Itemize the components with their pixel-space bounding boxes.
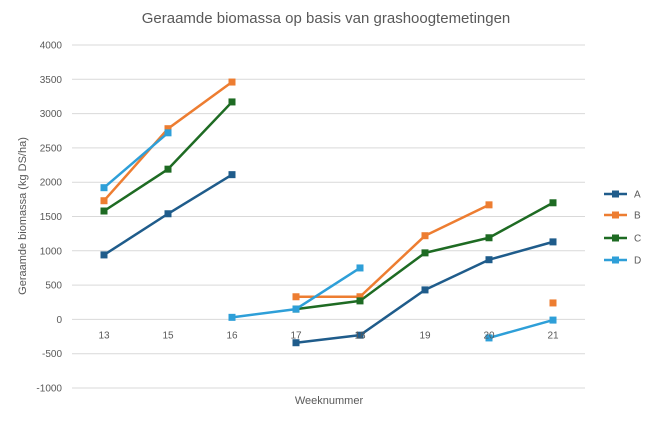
y-tick-label: 3000 xyxy=(40,109,63,120)
data-point-B xyxy=(100,197,108,205)
series-line-A xyxy=(166,173,234,216)
y-axis-ticks: -1000 -500 0 500 1000 1500 2000 2500 3000 3500 400… xyxy=(36,41,62,395)
data-point-B xyxy=(164,125,172,133)
series-line-B xyxy=(423,203,491,237)
data-point-A xyxy=(164,210,172,218)
data-point-C xyxy=(421,249,429,257)
x-axis-ticks: 13 15 16 17 18 19 20 21 xyxy=(98,330,559,341)
series-line-C xyxy=(423,236,491,255)
y-tick-label: -500 xyxy=(42,349,62,360)
y-tick-label: 2000 xyxy=(40,178,63,189)
data-point-D xyxy=(292,305,300,313)
x-tick-label: 19 xyxy=(419,330,431,341)
data-point-B xyxy=(485,201,493,209)
series-line-D xyxy=(487,318,555,340)
legend: AB CD xyxy=(604,190,641,267)
data-point-A xyxy=(485,256,493,264)
series-line-B xyxy=(166,80,234,130)
series-line-A xyxy=(294,333,362,344)
series-line-A xyxy=(423,258,491,292)
series-line-D xyxy=(294,266,362,311)
series-line-C xyxy=(166,100,234,171)
data-point-B xyxy=(292,293,300,301)
series-line-A xyxy=(102,212,170,257)
series-line-C xyxy=(102,167,170,213)
data-point-B xyxy=(549,299,557,307)
x-tick-label: 13 xyxy=(98,330,110,341)
data-point-B xyxy=(356,293,364,301)
x-tick-label: 17 xyxy=(290,330,302,341)
data-point-C xyxy=(549,199,557,207)
data-point-A xyxy=(549,238,557,246)
data-point-D xyxy=(164,129,172,137)
legend-label-D: D xyxy=(634,256,641,267)
data-point-C xyxy=(485,234,493,242)
data-point-D xyxy=(100,184,108,192)
data-point-D xyxy=(549,316,557,324)
data-point-A xyxy=(292,339,300,347)
series-line-C xyxy=(294,299,362,311)
data-point-D xyxy=(485,334,493,342)
data-point-A xyxy=(356,331,364,339)
series-line-B xyxy=(358,234,427,299)
legend-marker-B xyxy=(612,211,619,219)
data-point-C xyxy=(228,98,236,106)
data-point-B xyxy=(228,78,236,86)
series-line-D xyxy=(102,131,170,189)
legend-label-C: C xyxy=(634,234,641,245)
gridlines xyxy=(72,44,585,389)
series-markers xyxy=(100,78,557,347)
data-point-B xyxy=(421,232,429,240)
y-tick-label: 0 xyxy=(56,315,62,326)
series-line-A xyxy=(358,288,427,337)
data-point-D xyxy=(228,313,236,321)
x-axis-label: Weeknummer xyxy=(295,395,364,407)
x-tick-label: 15 xyxy=(162,330,174,341)
y-tick-label: 4000 xyxy=(40,41,63,52)
y-tick-label: 1500 xyxy=(40,212,63,223)
legend-marker-A xyxy=(612,190,619,198)
y-tick-label: -1000 xyxy=(36,384,62,395)
series-line-C xyxy=(358,251,427,303)
series-line-C xyxy=(487,201,555,240)
x-tick-label: 18 xyxy=(354,330,366,341)
y-tick-label: 2500 xyxy=(40,143,63,154)
data-point-A xyxy=(228,171,236,179)
x-tick-label: 21 xyxy=(547,330,559,341)
legend-label-A: A xyxy=(634,190,641,201)
legend-label-B: B xyxy=(634,211,641,222)
y-tick-label: 1000 xyxy=(40,246,63,257)
data-point-C xyxy=(356,297,364,305)
data-point-C xyxy=(100,207,108,215)
chart-title: Geraamde biomassa op basis van grashoogt… xyxy=(142,10,511,27)
series-line-A xyxy=(487,240,555,261)
series-lines xyxy=(102,80,555,344)
x-tick-label: 16 xyxy=(226,330,238,341)
data-point-C xyxy=(164,165,172,173)
data-point-D xyxy=(356,264,364,272)
series-line-D xyxy=(230,307,298,319)
data-point-A xyxy=(421,286,429,294)
legend-marker-C xyxy=(612,234,619,242)
y-tick-label: 500 xyxy=(45,281,62,292)
y-axis-label: Geraamde biomassa (kg DS/ha) xyxy=(17,137,29,295)
x-tick-label: 20 xyxy=(483,330,495,341)
y-tick-label: 3500 xyxy=(40,75,63,86)
legend-marker-D xyxy=(612,256,619,264)
data-point-A xyxy=(100,251,108,259)
